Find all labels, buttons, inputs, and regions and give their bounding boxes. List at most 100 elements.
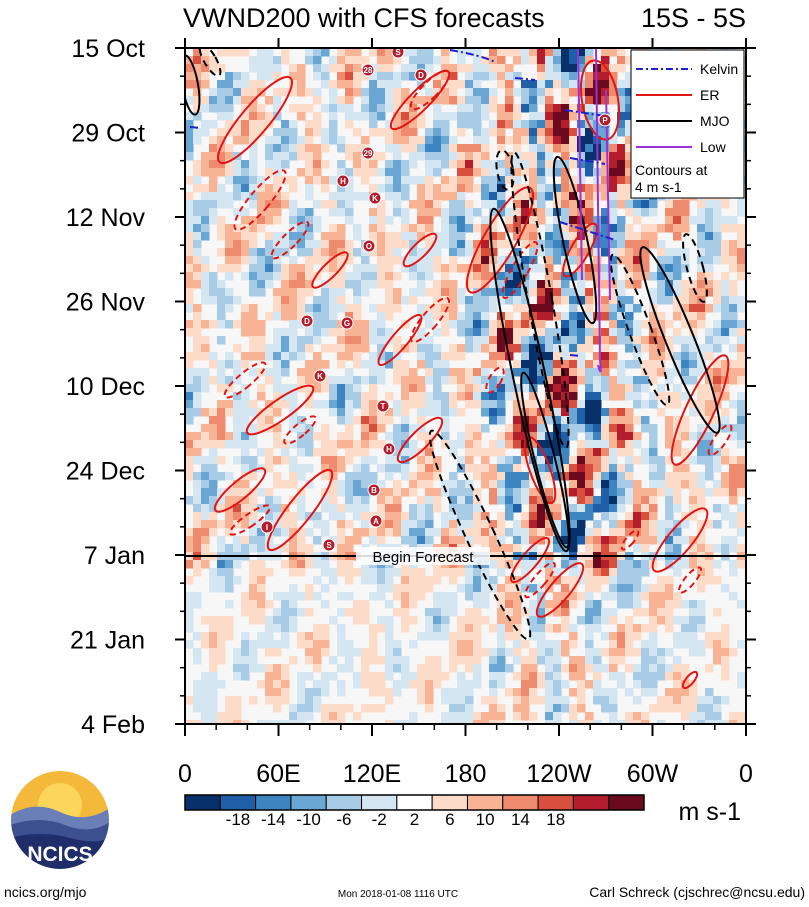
anomaly-cell xyxy=(513,632,522,641)
anomaly-cell xyxy=(529,416,538,425)
anomaly-cell xyxy=(401,360,410,369)
anomaly-cell xyxy=(617,576,626,585)
anomaly-cell xyxy=(569,336,578,345)
y-tick-label: 15 Oct xyxy=(71,35,145,63)
anomaly-cell xyxy=(465,344,474,353)
anomaly-cell xyxy=(729,520,738,529)
anomaly-cell xyxy=(433,256,442,265)
anomaly-cell xyxy=(537,64,546,73)
anomaly-cell xyxy=(513,176,522,185)
anomaly-cell xyxy=(233,168,242,177)
anomaly-cell xyxy=(201,672,210,681)
anomaly-cell xyxy=(505,72,514,81)
anomaly-cell xyxy=(337,160,346,169)
anomaly-cell xyxy=(529,304,538,313)
anomaly-cell xyxy=(313,248,322,257)
anomaly-cell xyxy=(441,600,450,609)
anomaly-cell xyxy=(417,424,426,433)
anomaly-cell xyxy=(553,224,562,233)
anomaly-cell xyxy=(465,424,474,433)
anomaly-cell xyxy=(409,488,418,497)
anomaly-cell xyxy=(681,216,690,225)
anomaly-cell xyxy=(393,176,402,185)
anomaly-cell xyxy=(473,384,482,393)
er-contour xyxy=(409,296,451,344)
anomaly-cell xyxy=(185,448,194,457)
anomaly-cell xyxy=(241,504,250,513)
anomaly-cell xyxy=(305,424,314,433)
anomaly-cell xyxy=(353,400,362,409)
anomaly-cell xyxy=(353,168,362,177)
anomaly-cell xyxy=(297,680,306,689)
anomaly-cell xyxy=(553,192,562,201)
anomaly-cell xyxy=(569,400,578,409)
anomaly-cell xyxy=(321,400,330,409)
anomaly-cell xyxy=(657,344,666,353)
anomaly-cell xyxy=(617,384,626,393)
anomaly-cell xyxy=(401,224,410,233)
anomaly-cell xyxy=(273,592,282,601)
anomaly-cell xyxy=(401,216,410,225)
anomaly-cell xyxy=(385,568,394,577)
anomaly-cell xyxy=(633,304,642,313)
anomaly-cell xyxy=(425,88,434,97)
anomaly-cell xyxy=(313,624,322,633)
anomaly-cell xyxy=(649,448,658,457)
anomaly-cell xyxy=(185,200,194,209)
er-contour xyxy=(229,504,271,536)
anomaly-cell xyxy=(713,632,722,641)
anomaly-cell xyxy=(257,176,266,185)
anomaly-cell xyxy=(617,624,626,633)
anomaly-cell xyxy=(625,384,634,393)
anomaly-cell xyxy=(513,696,522,705)
anomaly-cell xyxy=(489,480,498,489)
anomaly-cell xyxy=(577,328,586,337)
anomaly-cell xyxy=(697,408,706,417)
anomaly-cell xyxy=(305,304,314,313)
colorbar-bin xyxy=(219,794,257,811)
anomaly-cell xyxy=(649,232,658,241)
anomaly-cell xyxy=(353,472,362,481)
anomaly-cell xyxy=(497,480,506,489)
anomaly-cell xyxy=(321,176,330,185)
anomaly-cell xyxy=(321,456,330,465)
storm-marker: D xyxy=(414,68,428,82)
anomaly-cell xyxy=(225,120,234,129)
anomaly-cell xyxy=(673,480,682,489)
anomaly-cell xyxy=(529,600,538,609)
low-contour xyxy=(577,48,583,281)
anomaly-cell xyxy=(489,416,498,425)
anomaly-cell xyxy=(449,280,458,289)
anomaly-cell xyxy=(585,488,594,497)
anomaly-cell xyxy=(505,328,514,337)
anomaly-cell xyxy=(409,104,418,113)
anomaly-cell xyxy=(617,632,626,641)
anomaly-cell xyxy=(521,256,530,265)
anomaly-cell xyxy=(505,440,514,449)
anomaly-cell xyxy=(553,272,562,281)
anomaly-cell xyxy=(353,128,362,137)
anomaly-cell xyxy=(257,384,266,393)
anomaly-cell xyxy=(433,408,442,417)
anomaly-cell xyxy=(641,528,650,537)
anomaly-cell xyxy=(425,136,434,145)
anomaly-cell xyxy=(633,568,642,577)
anomaly-cell xyxy=(185,120,194,129)
anomaly-cell xyxy=(281,304,290,313)
anomaly-cell xyxy=(617,480,626,489)
anomaly-cell xyxy=(249,696,258,705)
colorbar-bin xyxy=(290,794,327,811)
anomaly-cell xyxy=(377,704,386,713)
anomaly-cell xyxy=(489,520,498,529)
anomaly-cell xyxy=(385,104,394,113)
anomaly-cell xyxy=(345,568,354,577)
anomaly-cell xyxy=(481,272,490,281)
anomaly-cell xyxy=(313,688,322,697)
anomaly-cell xyxy=(537,696,546,705)
anomaly-cell xyxy=(641,688,650,697)
anomaly-cell xyxy=(217,288,226,297)
anomaly-cell xyxy=(585,592,594,601)
anomaly-cell xyxy=(497,112,506,121)
anomaly-cell xyxy=(657,224,666,233)
anomaly-cell xyxy=(593,400,602,409)
